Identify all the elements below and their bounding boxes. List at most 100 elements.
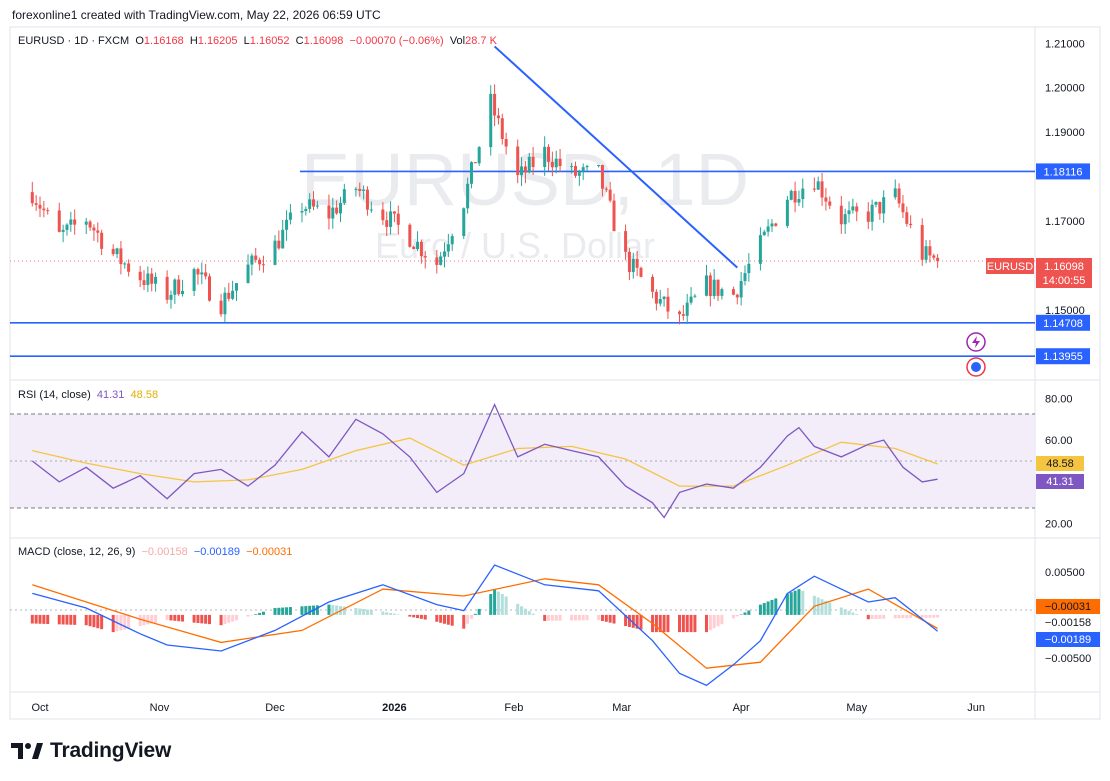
lightning-glyph-icon [972,336,980,348]
legend-symbol[interactable]: EURUSD · 1D · FXCM [18,35,130,47]
candle-body [146,273,150,285]
macd-hist-bar [192,614,196,623]
candle-body [747,263,751,274]
macd-hist-bar [554,614,558,621]
tradingview-logo[interactable]: TradingView [10,739,171,763]
candle-body [608,189,612,201]
macd-hist-bar [666,614,670,633]
macd-hist-bar [785,593,789,615]
candle-body [516,146,520,176]
candle-body [385,220,389,227]
rsi-title[interactable]: RSI (14, close) [18,389,91,401]
candle-body [34,203,38,205]
macd-hist-bar [408,614,412,617]
macd-hist-bar [315,605,319,615]
macd-hist-bar [288,607,292,615]
candle-body [631,258,635,273]
macd-hist-bar [527,611,531,615]
macd-hist-bar [354,608,358,615]
macd-hist-bar [127,614,131,629]
candle-body [381,209,385,221]
macd-hist-bar [608,614,612,623]
candle-body [466,183,470,209]
candle-body [331,207,335,219]
candle-body [520,166,524,176]
candle-body [219,300,223,315]
candle-body [173,279,177,295]
macd-hist-bar [550,614,554,621]
candle-body [816,181,820,190]
candle-body [365,189,369,210]
rsi-value: 41.31 [96,389,125,401]
candle-body [547,146,551,162]
candle-body [597,165,601,167]
candle-body [138,271,142,281]
legend-open: 1.16168 [143,35,184,47]
candle-body [88,221,92,228]
macd-hist-bar [893,614,897,619]
alert-icons[interactable] [966,332,986,377]
macd-hist-bar [624,614,628,627]
candle-body [312,199,316,207]
candle-body [866,211,870,222]
candle-body [473,162,477,164]
rsi-axis-ticks: 80.00 60.00 20.00 [1045,393,1073,530]
macd-hist-bar [477,608,481,615]
candle-body [192,269,196,291]
price-tick-label: 1.19000 [1045,127,1085,139]
macd-hist-bar [489,594,493,615]
candle-body [758,235,762,264]
candle-body [204,272,208,277]
symbol-badge-bg [986,258,1034,274]
candle-body [392,211,396,214]
candle-body [489,93,493,148]
macd-hist-bar [689,614,693,633]
macd-hist-bar [38,614,42,624]
candle-body [716,279,720,296]
candle-body [150,273,154,284]
macd-title[interactable]: MACD (close, 12, 26, 9) [18,546,136,558]
legend-open-label: O [135,35,144,47]
macd-hist-bar [416,614,420,619]
macd-hist-bar [96,614,100,629]
candle-body [227,292,231,299]
candle-body [720,289,724,296]
chart-frame [9,26,1101,720]
candle-body [500,118,504,140]
macd-hist-bar [261,611,265,615]
time-tick-label: May [846,702,867,714]
price-tick-label: 1.17000 [1045,216,1085,228]
macd-hist-bar [69,614,73,625]
macd-hist-bar [223,614,227,625]
candle-body [820,181,824,198]
candle-body [909,223,913,226]
candle-body [443,251,447,257]
candle-body [554,158,558,168]
price-axis-ticks: 1.21000 1.20000 1.19000 1.17000 1.15000 [1045,38,1085,316]
macd-hist-bar [254,614,258,615]
macd-signal-value: −0.00031 [246,546,293,558]
trendline[interactable] [493,45,738,269]
candle-body [362,189,366,191]
candle-body [651,276,655,292]
macd-hist-bar [901,614,905,619]
candle-body [96,230,100,233]
macd-hist-bar [905,614,909,619]
candle-body [774,223,778,226]
macd-hist-bar [300,606,304,615]
macd-hist-bar [308,605,312,615]
time-tick-label: Oct [31,702,48,714]
candle-body [196,269,200,275]
candle-body [550,161,554,168]
macd-hist-bar [820,599,824,615]
candle-body [469,162,473,184]
macd-hist-bar [824,600,828,615]
macd-hist-bar [231,614,235,622]
horizontal-levels[interactable] [10,170,1035,358]
candle-body [181,290,185,295]
macd-hist-bar [543,614,547,621]
time-tick-label: Feb [504,702,523,714]
candle-body [288,212,292,220]
macd-hist-bar [678,614,682,633]
